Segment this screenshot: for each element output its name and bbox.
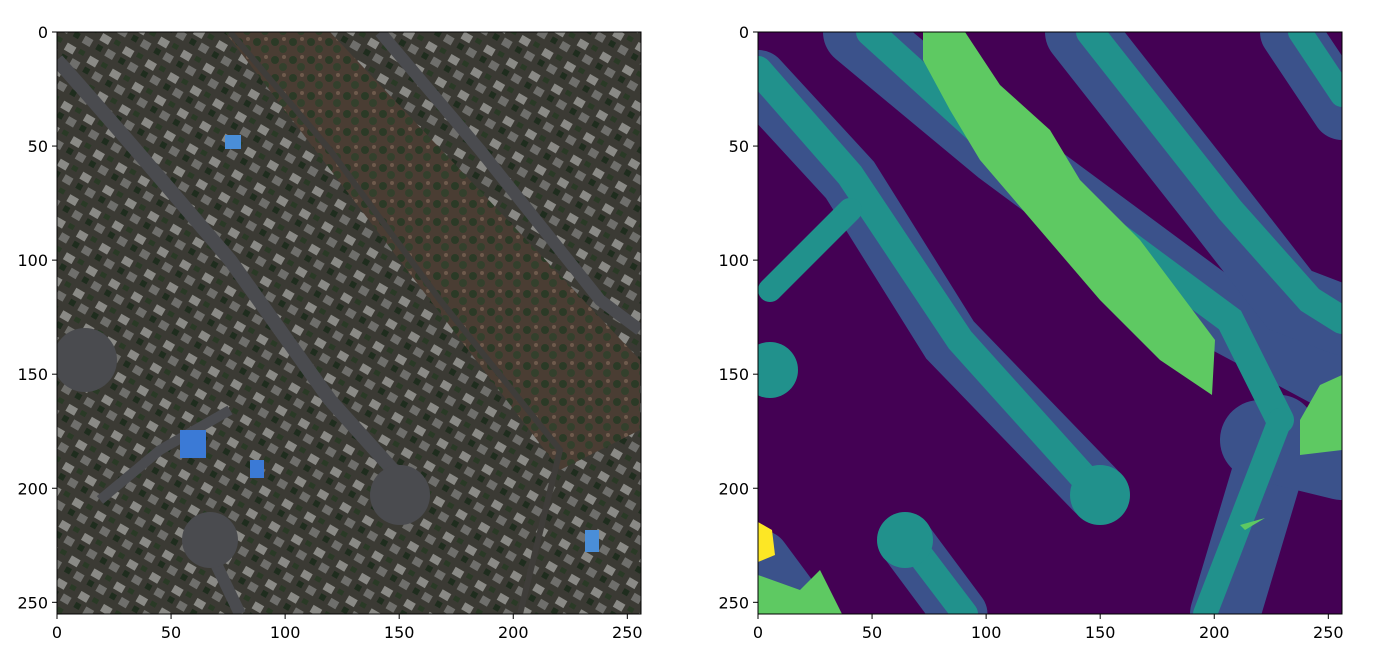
left-axes-frame	[56, 31, 642, 615]
road-cul-de-sac	[1070, 465, 1130, 525]
vegetation-patch	[1300, 375, 1342, 455]
y-tick-label: 250	[17, 593, 48, 612]
y-tick-label: 250	[718, 593, 749, 612]
wooded-strip	[225, 32, 640, 470]
road	[57, 55, 426, 505]
x-tick-label: 50	[862, 623, 882, 642]
road-cul-de-sac	[758, 342, 798, 398]
cul-de-sac	[57, 328, 117, 392]
y-tick-label: 0	[739, 23, 749, 42]
x-tick-label: 50	[161, 623, 181, 642]
x-tick-label: 200	[498, 623, 529, 642]
path	[227, 32, 564, 614]
road	[375, 32, 641, 335]
x-tick-label: 0	[52, 623, 62, 642]
vegetation-patch	[1240, 518, 1265, 530]
y-tick-label: 150	[718, 365, 749, 384]
cul-de-sac	[182, 512, 238, 568]
x-tick-label: 100	[971, 623, 1002, 642]
x-tick-label: 150	[384, 623, 415, 642]
x-tick-label: 250	[1313, 623, 1344, 642]
x-tick-label: 250	[612, 623, 643, 642]
mask-panel	[758, 32, 1342, 614]
y-tick-label: 100	[718, 251, 749, 270]
y-tick-label: 200	[17, 479, 48, 498]
cul-de-sac	[370, 465, 430, 525]
pool	[250, 460, 264, 478]
y-tick-label: 200	[718, 479, 749, 498]
pool	[180, 430, 206, 458]
y-tick-label: 50	[729, 137, 749, 156]
road	[96, 405, 233, 504]
satellite-panel	[57, 32, 641, 614]
x-tick-label: 0	[753, 623, 763, 642]
pool	[225, 135, 241, 149]
x-tick-label: 200	[1199, 623, 1230, 642]
x-tick-label: 100	[270, 623, 301, 642]
right-axes-frame	[757, 31, 1343, 615]
y-tick-label: 50	[28, 137, 48, 156]
y-tick-label: 100	[17, 251, 48, 270]
vegetation-patch	[758, 570, 842, 614]
highlight-patch	[758, 522, 775, 562]
road-cul-de-sac	[877, 512, 933, 568]
pool	[585, 530, 599, 552]
y-tick-label: 0	[38, 23, 48, 42]
vegetation-strip	[923, 32, 1215, 395]
y-tick-label: 150	[17, 365, 48, 384]
x-tick-label: 150	[1085, 623, 1116, 642]
